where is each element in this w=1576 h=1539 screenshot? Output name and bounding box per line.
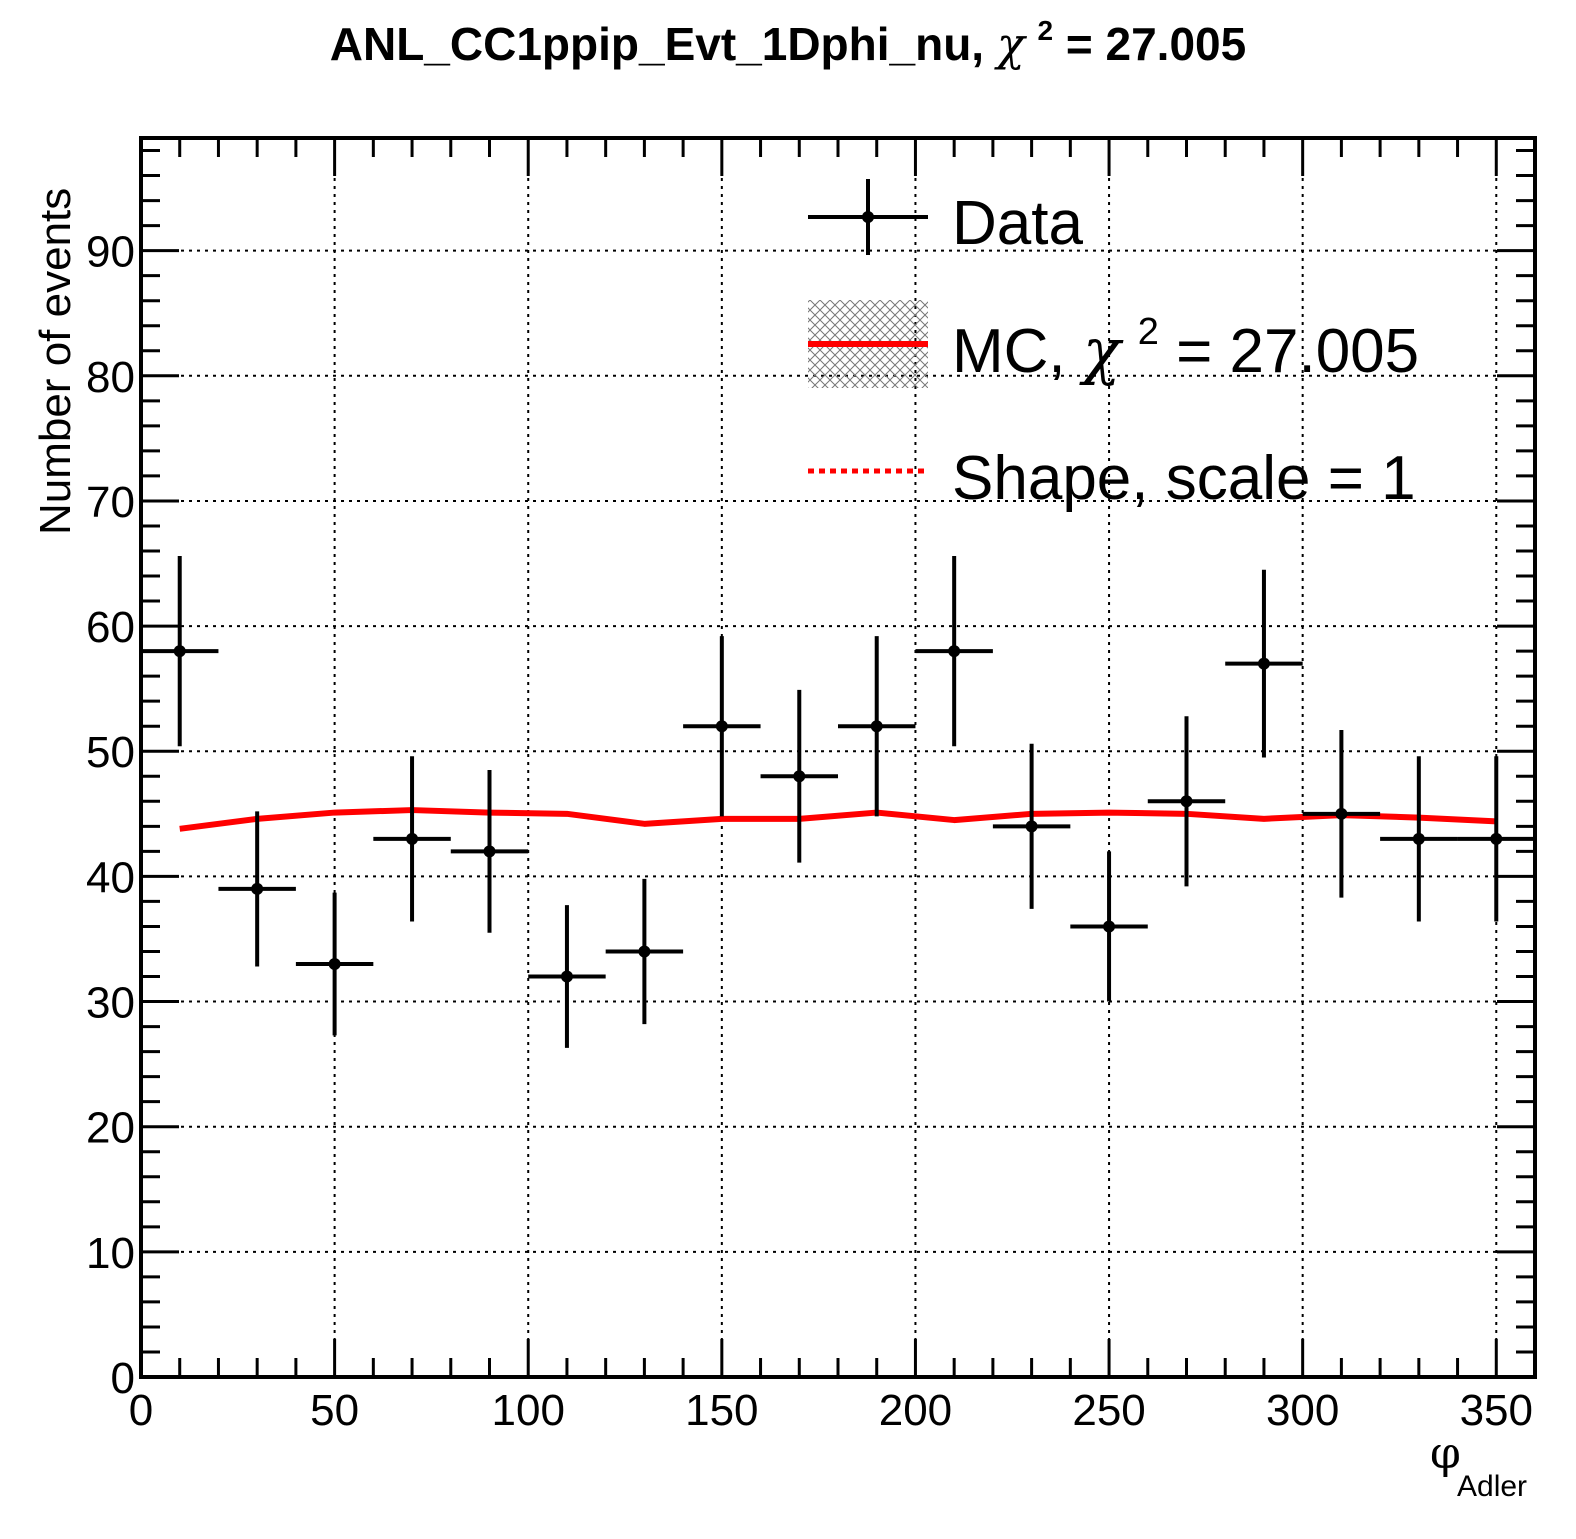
data-point <box>1380 756 1458 922</box>
legend-entry-shape: Shape, scale = 1 <box>808 444 1416 513</box>
y-tick-labels: 0 10 20 30 40 50 60 70 80 90 <box>86 228 135 1403</box>
y-axis-title: Number of events <box>31 188 80 535</box>
data-marker <box>560 970 573 983</box>
x-axis-title: φ <box>1430 1428 1461 1479</box>
data-point <box>760 689 838 863</box>
x-tick-label: 150 <box>685 1386 758 1435</box>
data-marker <box>870 720 883 733</box>
legend-mc-chi: χ <box>1079 314 1124 387</box>
data-marker <box>328 958 341 970</box>
legend-label-shape: Shape, scale = 1 <box>952 444 1416 513</box>
data-marker <box>1103 920 1116 933</box>
data-marker <box>173 645 186 658</box>
y-tick-label: 0 <box>111 1354 135 1403</box>
legend-entry-mc: MC, χ 2 = 27.005 <box>808 289 1419 388</box>
mc-line <box>179 807 1497 832</box>
y-tick-label: 40 <box>86 853 135 902</box>
data-point <box>605 878 684 1025</box>
chart-title: ANL_CC1ppip_Evt_1Dphi_nu, χ 2 = 27.005 <box>330 0 1246 71</box>
legend-mc-sup: 2 <box>1138 311 1159 353</box>
x-tick-labels: 0 50 100 150 200 250 300 350 <box>129 1386 1533 1435</box>
data-marker <box>483 845 496 858</box>
y-tick-label: 70 <box>86 478 135 527</box>
legend-label-data: Data <box>952 189 1083 258</box>
data-point <box>1457 756 1535 922</box>
data-marker <box>1025 820 1038 833</box>
legend-label-mc: MC, χ 2 = 27.005 <box>952 289 1419 387</box>
data-marker <box>1335 807 1348 820</box>
x-tick-label: 250 <box>1072 1386 1145 1435</box>
data-series <box>141 556 1535 1048</box>
legend-entry-data: Data <box>808 179 1083 258</box>
mc-series <box>179 807 1497 832</box>
data-point <box>1225 569 1303 758</box>
data-marker <box>638 945 651 958</box>
data-point <box>915 556 993 747</box>
data-point <box>1070 851 1148 1002</box>
data-point <box>295 892 374 1036</box>
x-axis-title-symbol: φ <box>1430 1428 1461 1479</box>
x-tick-label: 200 <box>879 1386 952 1435</box>
legend-mc-suffix: = 27.005 <box>1176 317 1419 386</box>
data-point <box>992 743 1071 909</box>
data-point <box>528 905 606 1048</box>
x-tick-label: 300 <box>1266 1386 1339 1435</box>
y-tick-label: 50 <box>86 728 135 777</box>
data-point <box>838 636 916 817</box>
x-tick-label: 0 <box>129 1386 153 1435</box>
data-marker <box>1257 657 1270 670</box>
data-marker <box>406 832 419 845</box>
data-point <box>218 811 296 967</box>
data-point <box>373 756 451 922</box>
chart-title-suffix: = 27.005 <box>1066 18 1246 70</box>
data-point <box>683 636 761 817</box>
data-marker <box>1412 832 1425 845</box>
y-tick-label: 60 <box>86 603 135 652</box>
data-point <box>450 770 529 933</box>
chart-title-sup: 2 <box>1038 15 1054 46</box>
data-marker <box>948 645 961 658</box>
y-tick-label: 10 <box>86 1229 135 1278</box>
data-marker <box>251 882 264 895</box>
legend-mc-prefix: MC, <box>952 317 1066 386</box>
legend: Data MC, χ 2 = 27.005 Shape, scale = 1 <box>808 179 1419 513</box>
legend-data-marker-dot <box>862 211 874 223</box>
chart-title-chi: χ <box>994 17 1028 71</box>
x-tick-label: 50 <box>310 1386 359 1435</box>
data-point <box>141 556 219 747</box>
x-tick-label: 350 <box>1460 1386 1533 1435</box>
data-marker <box>1490 832 1503 845</box>
y-tick-label: 90 <box>86 228 135 277</box>
x-tick-label: 100 <box>492 1386 565 1435</box>
data-point <box>1302 729 1381 898</box>
y-tick-label: 80 <box>86 353 135 402</box>
y-tick-label: 30 <box>86 979 135 1028</box>
plot-frame <box>139 136 1537 1379</box>
chart-title-prefix: ANL_CC1ppip_Evt_1Dphi_nu, <box>330 18 984 70</box>
data-marker <box>1180 795 1193 808</box>
data-marker <box>793 770 806 783</box>
x-axis-title-subscript: Adler <box>1457 1470 1527 1503</box>
data-point <box>1147 716 1226 887</box>
data-marker <box>715 720 728 733</box>
y-tick-label: 20 <box>86 1104 135 1153</box>
